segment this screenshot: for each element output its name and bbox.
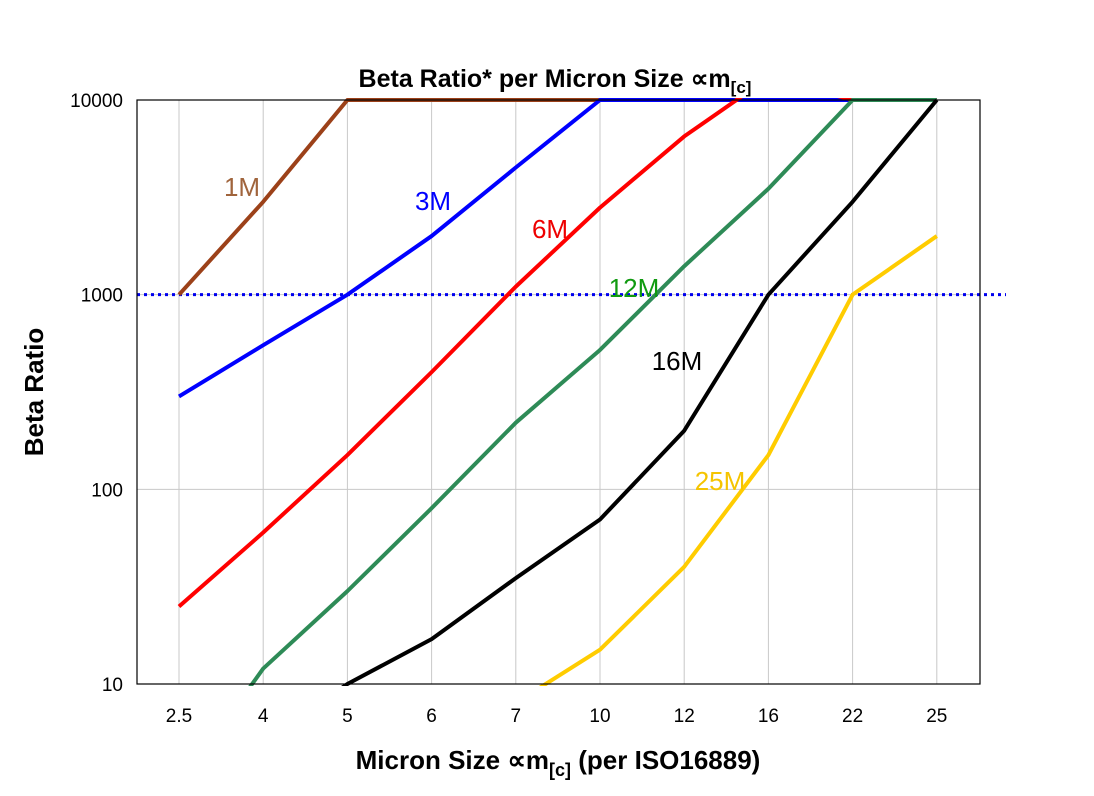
series-line-12M [248,98,937,686]
x-tick-label: 16 [758,706,779,727]
series-line-16M [341,98,939,686]
series-label-3M: 3M [415,186,451,216]
grid [137,99,980,685]
y-axis-label: Beta Ratio [19,328,49,457]
chart-title: Beta Ratio* per Micron Size ∝m[c] [359,65,752,97]
series-label-25M: 25M [695,466,746,496]
x-tick-label: 5 [342,706,353,727]
x-tick-label: 25 [926,706,947,727]
x-tick-label: 10 [589,706,610,727]
y-tick-label: 10000 [70,91,123,112]
series-line-6M [177,98,937,609]
y-tick-label: 1000 [81,286,123,307]
series-line-25M [538,234,938,686]
x-axis-label: Micron Size ∝m[c] (per ISO16889) [356,745,761,780]
series-label-16M: 16M [652,346,703,376]
x-tick-label: 6 [426,706,437,727]
series-label-12M: 12M [609,273,660,303]
series-label-6M: 6M [532,214,568,244]
x-tick-label: 12 [674,706,695,727]
y-tick-label: 10 [102,675,123,696]
x-tick-label: 4 [258,706,269,727]
x-tick-labels: 2.5 4 5 6 7 10 12 16 22 25 [166,706,948,727]
y-tick-labels: 10 100 1000 10000 [70,91,123,696]
series-label-1M: 1M [224,172,260,202]
plot-frame [136,99,981,685]
x-tick-label: 22 [842,706,863,727]
x-tick-label: 2.5 [166,706,192,727]
x-tick-label: 7 [511,706,522,727]
series-labels: 1M 3M 6M 12M 16M 25M [224,172,745,496]
y-tick-label: 100 [91,480,123,501]
series-lines [177,98,939,686]
